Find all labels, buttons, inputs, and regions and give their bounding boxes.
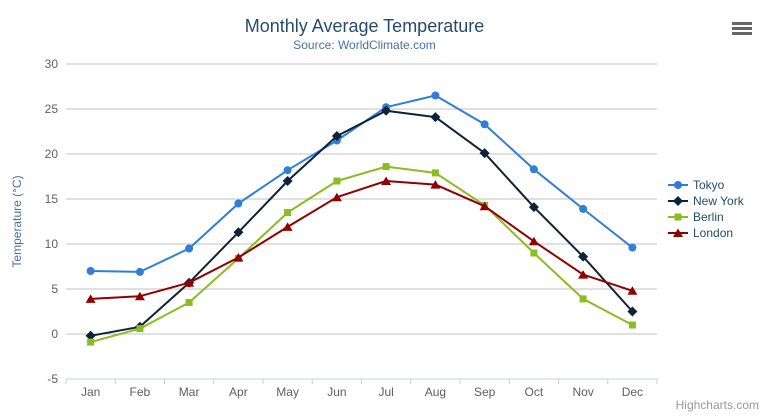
- point-berlin[interactable]: [579, 295, 587, 303]
- point-london[interactable]: [282, 222, 293, 231]
- point-berlin[interactable]: [382, 163, 390, 171]
- point-new-york[interactable]: [528, 202, 539, 213]
- legend-item-london[interactable]: London: [668, 225, 744, 241]
- x-tick-label: Jan: [81, 385, 100, 399]
- legend-label-tokyo: Tokyo: [693, 178, 725, 192]
- x-tick-label: Feb: [130, 385, 151, 399]
- point-tokyo[interactable]: [579, 204, 588, 213]
- point-berlin[interactable]: [284, 209, 292, 216]
- y-tick-label: 20: [45, 147, 59, 161]
- point-berlin[interactable]: [628, 321, 636, 329]
- y-tick-label: 5: [51, 282, 58, 296]
- point-tokyo[interactable]: [529, 165, 538, 174]
- legend-item-new-york[interactable]: New York: [668, 193, 744, 209]
- x-tick-label: Dec: [622, 385, 643, 399]
- context-menu-button[interactable]: [729, 18, 755, 39]
- credits-link[interactable]: Highcharts.com: [675, 398, 759, 412]
- point-new-york[interactable]: [479, 148, 490, 159]
- point-new-york[interactable]: [85, 330, 96, 341]
- point-london[interactable]: [331, 192, 342, 202]
- legend-marker-circle-icon: [668, 181, 688, 189]
- point-london[interactable]: [134, 291, 145, 301]
- chart-title: Monthly Average Temperature: [244, 16, 485, 36]
- point-berlin[interactable]: [431, 169, 439, 177]
- series-line-berlin[interactable]: [89, 165, 634, 344]
- point-tokyo[interactable]: [135, 267, 144, 276]
- point-london[interactable]: [233, 253, 244, 262]
- point-tokyo[interactable]: [185, 244, 194, 253]
- y-tick-label: 15: [45, 192, 59, 206]
- point-tokyo[interactable]: [86, 267, 95, 275]
- x-tick-label: May: [276, 385, 299, 399]
- point-new-york[interactable]: [578, 251, 589, 262]
- point-new-york[interactable]: [282, 176, 293, 186]
- x-tick-label: Apr: [229, 385, 248, 399]
- x-tick-label: Nov: [572, 385, 593, 399]
- legend-symbol-berlin: [674, 213, 682, 221]
- point-berlin[interactable]: [530, 249, 538, 257]
- point-tokyo[interactable]: [283, 166, 292, 175]
- point-london[interactable]: [381, 176, 392, 186]
- point-london[interactable]: [627, 286, 638, 295]
- x-tick-label: Mar: [179, 385, 200, 399]
- point-london[interactable]: [528, 236, 539, 246]
- point-tokyo[interactable]: [480, 120, 489, 129]
- series-line-new-york[interactable]: [89, 109, 634, 337]
- legend-label-new-york: New York: [693, 194, 744, 208]
- y-axis-title: Temperature (°C): [10, 175, 24, 267]
- y-tick-label: 30: [45, 57, 59, 71]
- point-berlin[interactable]: [185, 299, 193, 306]
- x-tick-label: Jun: [327, 385, 346, 399]
- point-berlin[interactable]: [333, 177, 341, 185]
- series-line-tokyo[interactable]: [89, 94, 634, 273]
- series-line-london[interactable]: [89, 180, 634, 300]
- point-berlin[interactable]: [87, 338, 95, 346]
- x-tick-label: Jul: [378, 385, 393, 399]
- legend: Tokyo New York Berlin London: [668, 177, 744, 241]
- point-tokyo[interactable]: [234, 199, 243, 208]
- point-tokyo[interactable]: [628, 243, 637, 252]
- point-new-york[interactable]: [627, 306, 638, 317]
- legend-item-berlin[interactable]: Berlin: [668, 209, 744, 225]
- legend-label-berlin: Berlin: [693, 210, 724, 224]
- legend-symbol-tokyo: [674, 181, 682, 189]
- point-new-york[interactable]: [381, 105, 392, 116]
- x-tick-label: Oct: [525, 385, 544, 399]
- y-tick-label: 0: [51, 327, 58, 341]
- hamburger-icon: [732, 22, 752, 25]
- point-berlin[interactable]: [136, 325, 144, 333]
- legend-symbol-new-york: [673, 196, 683, 206]
- legend-marker-triangle-icon: [668, 228, 688, 237]
- point-london[interactable]: [184, 278, 195, 287]
- hamburger-icon: [732, 27, 752, 30]
- point-tokyo[interactable]: [431, 91, 440, 100]
- legend-item-tokyo[interactable]: Tokyo: [668, 177, 744, 193]
- y-tick-label: 25: [45, 102, 59, 116]
- y-tick-label: -5: [47, 372, 58, 386]
- point-london[interactable]: [430, 180, 441, 189]
- legend-marker-square-icon: [668, 213, 688, 221]
- legend-label-london: London: [693, 226, 734, 240]
- point-new-york[interactable]: [331, 131, 342, 141]
- point-new-york[interactable]: [233, 227, 244, 238]
- hamburger-icon: [732, 32, 752, 35]
- chart-subtitle: Source: WorldClimate.com: [293, 38, 436, 52]
- x-tick-label: Sep: [474, 385, 496, 399]
- point-london[interactable]: [479, 201, 490, 211]
- point-london[interactable]: [578, 270, 589, 279]
- point-london[interactable]: [85, 294, 96, 303]
- point-new-york[interactable]: [430, 112, 441, 123]
- legend-marker-diamond-icon: [668, 196, 688, 206]
- y-tick-label: 10: [45, 237, 59, 251]
- x-tick-label: Aug: [425, 385, 446, 399]
- legend-symbol-london: [673, 228, 683, 237]
